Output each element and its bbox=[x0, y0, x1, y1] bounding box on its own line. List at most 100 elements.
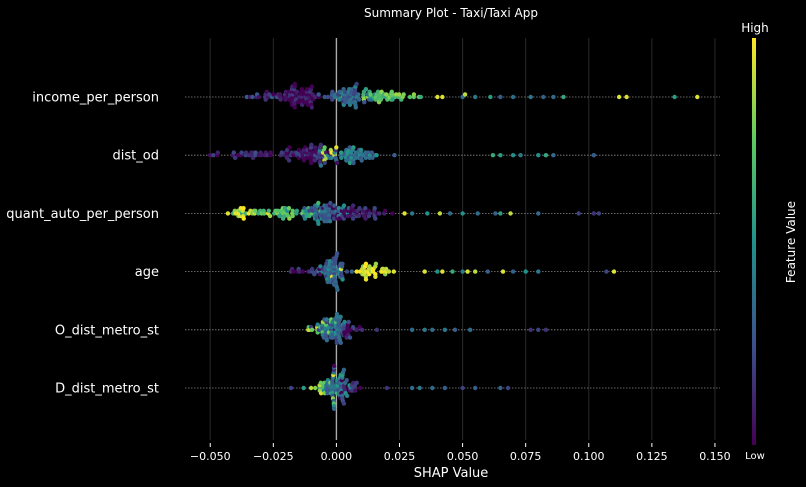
data-point bbox=[435, 269, 440, 274]
data-point bbox=[543, 153, 549, 158]
data-point bbox=[312, 158, 317, 163]
data-point bbox=[215, 150, 220, 155]
data-point bbox=[498, 385, 503, 391]
data-point bbox=[392, 153, 397, 158]
data-point bbox=[253, 150, 258, 155]
data-point bbox=[233, 211, 238, 216]
data-point bbox=[345, 213, 351, 219]
data-point bbox=[250, 150, 255, 155]
data-point bbox=[500, 269, 506, 274]
data-point bbox=[498, 94, 503, 100]
data-point bbox=[510, 153, 516, 158]
data-point bbox=[288, 385, 294, 391]
data-point bbox=[359, 327, 365, 332]
data-point bbox=[473, 269, 478, 274]
colorbar: High Low Feature Value bbox=[741, 21, 798, 462]
data-point bbox=[362, 100, 367, 105]
data-point bbox=[287, 145, 292, 150]
data-point bbox=[377, 211, 382, 216]
data-point bbox=[373, 274, 378, 279]
data-point bbox=[286, 206, 292, 211]
data-point bbox=[541, 94, 546, 100]
data-point bbox=[369, 150, 374, 155]
data-point bbox=[266, 208, 271, 213]
data-point bbox=[409, 211, 415, 216]
data-point bbox=[267, 213, 273, 219]
x-tick-label: −0.025 bbox=[253, 450, 294, 463]
data-point bbox=[440, 94, 445, 100]
data-point bbox=[356, 92, 361, 97]
data-point bbox=[354, 81, 359, 87]
data-point bbox=[505, 385, 511, 391]
data-point bbox=[327, 219, 333, 224]
data-point bbox=[576, 211, 581, 216]
data-point bbox=[290, 208, 295, 213]
data-point bbox=[331, 363, 337, 369]
data-point bbox=[351, 203, 356, 208]
x-tick-label: 0.025 bbox=[384, 450, 416, 463]
data-point bbox=[695, 94, 700, 100]
data-point bbox=[316, 221, 321, 226]
data-point bbox=[442, 327, 448, 332]
data-point bbox=[300, 269, 306, 274]
data-point bbox=[430, 385, 435, 391]
data-point bbox=[243, 150, 249, 155]
data-point bbox=[231, 150, 236, 155]
data-point bbox=[339, 155, 344, 160]
data-point bbox=[543, 327, 549, 332]
data-point bbox=[318, 380, 323, 385]
data-point bbox=[359, 158, 364, 163]
data-point bbox=[339, 150, 344, 155]
data-point bbox=[468, 327, 473, 332]
x-axis-label: SHAP Value bbox=[414, 466, 489, 481]
data-point bbox=[309, 327, 315, 332]
data-point bbox=[346, 319, 351, 325]
data-point bbox=[373, 216, 378, 221]
data-point bbox=[485, 269, 490, 274]
data-point bbox=[450, 269, 455, 274]
data-point bbox=[452, 327, 458, 332]
data-point bbox=[411, 92, 417, 97]
grid-lines bbox=[209, 38, 716, 440]
data-point bbox=[373, 261, 379, 266]
data-point bbox=[330, 89, 335, 95]
data-point bbox=[447, 211, 453, 216]
data-point bbox=[604, 269, 609, 274]
data-points bbox=[208, 81, 700, 411]
data-point bbox=[316, 92, 321, 97]
data-point bbox=[318, 163, 324, 168]
x-tick-label: 0.000 bbox=[321, 450, 353, 463]
data-point bbox=[551, 153, 556, 158]
data-point bbox=[396, 92, 402, 97]
x-tick-label: 0.125 bbox=[636, 450, 668, 463]
data-point bbox=[475, 211, 480, 216]
data-point bbox=[330, 335, 335, 340]
data-point bbox=[672, 94, 677, 100]
data-point bbox=[334, 340, 339, 345]
data-point bbox=[344, 393, 350, 398]
data-point bbox=[363, 87, 369, 92]
data-point bbox=[347, 145, 352, 150]
feature-rows bbox=[185, 96, 720, 389]
data-point bbox=[384, 385, 390, 391]
data-point bbox=[322, 94, 327, 100]
data-point bbox=[304, 87, 310, 92]
data-point bbox=[211, 153, 216, 158]
data-point bbox=[250, 94, 255, 100]
data-point bbox=[351, 160, 356, 166]
data-point bbox=[268, 150, 273, 155]
data-point bbox=[536, 327, 541, 332]
data-point bbox=[374, 327, 379, 332]
data-point bbox=[244, 94, 249, 100]
data-point bbox=[294, 208, 300, 213]
data-point bbox=[259, 153, 264, 158]
data-point bbox=[344, 269, 350, 274]
data-point bbox=[295, 100, 301, 105]
data-point bbox=[341, 401, 347, 406]
data-point bbox=[440, 269, 445, 274]
data-point bbox=[253, 208, 258, 213]
data-point bbox=[350, 216, 356, 221]
data-point bbox=[291, 269, 296, 274]
chart-title: Summary Plot - Taxi/Taxi App bbox=[364, 6, 538, 20]
